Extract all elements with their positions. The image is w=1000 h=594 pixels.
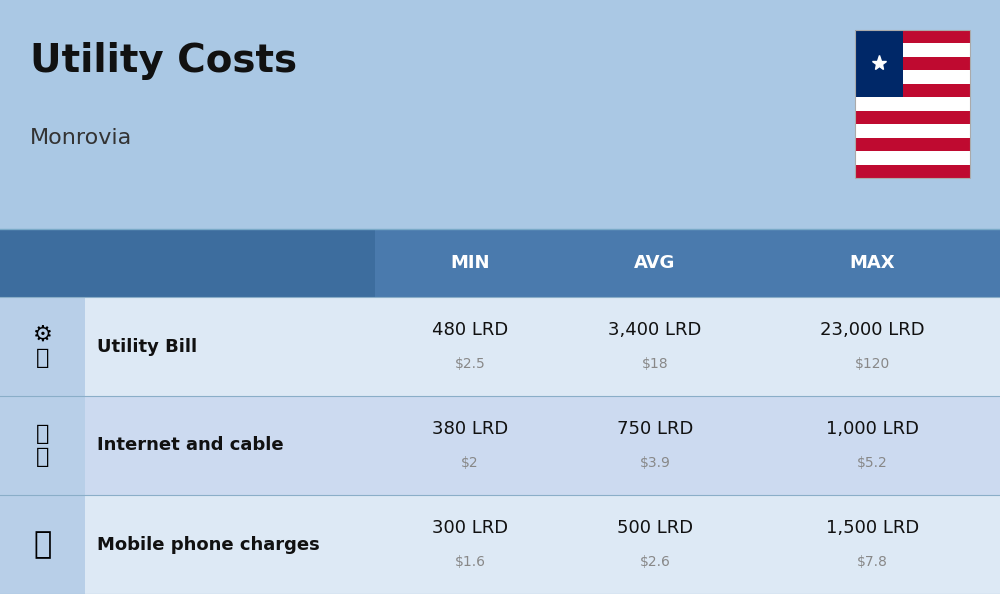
Bar [85, 495, 1000, 594]
Bar [0, 396, 85, 495]
Text: $7.8: $7.8 [857, 555, 888, 569]
Text: MIN: MIN [450, 254, 490, 272]
Bar [0, 229, 1000, 297]
Text: 📱: 📱 [33, 530, 52, 559]
Text: $2.6: $2.6 [640, 555, 670, 569]
Text: Utility Costs: Utility Costs [30, 42, 297, 80]
Bar [855, 43, 970, 56]
Bar [855, 30, 970, 178]
Bar [0, 229, 85, 297]
Text: 3,400 LRD: 3,400 LRD [608, 321, 702, 339]
Text: $2.5: $2.5 [455, 358, 485, 371]
Bar [855, 110, 970, 124]
Text: Utility Bill: Utility Bill [97, 337, 197, 355]
Text: Mobile phone charges: Mobile phone charges [97, 536, 320, 554]
Bar [855, 56, 970, 70]
Bar [855, 70, 970, 84]
Text: 300 LRD: 300 LRD [432, 519, 508, 537]
Text: 1,500 LRD: 1,500 LRD [826, 519, 919, 537]
Text: MAX: MAX [850, 254, 895, 272]
Bar [85, 229, 375, 297]
Text: ⚙
🔌: ⚙ 🔌 [32, 325, 52, 368]
Text: 750 LRD: 750 LRD [617, 420, 693, 438]
Text: 500 LRD: 500 LRD [617, 519, 693, 537]
Bar [855, 165, 970, 178]
Bar [85, 396, 1000, 495]
Bar [855, 30, 903, 97]
Bar [855, 138, 970, 151]
Text: 1,000 LRD: 1,000 LRD [826, 420, 919, 438]
Text: 23,000 LRD: 23,000 LRD [820, 321, 925, 339]
Bar [0, 297, 85, 396]
Bar [855, 84, 970, 97]
Bar [855, 151, 970, 165]
Bar [855, 124, 970, 138]
Bar [85, 297, 1000, 396]
Text: 📶
🖥: 📶 🖥 [36, 424, 49, 467]
Text: AVG: AVG [634, 254, 676, 272]
Bar [855, 97, 970, 110]
Text: 480 LRD: 480 LRD [432, 321, 508, 339]
Text: $1.6: $1.6 [454, 555, 486, 569]
Text: $18: $18 [642, 358, 668, 371]
Text: 380 LRD: 380 LRD [432, 420, 508, 438]
Bar [855, 30, 970, 43]
Text: $5.2: $5.2 [857, 456, 888, 470]
Text: $2: $2 [461, 456, 479, 470]
Text: $120: $120 [855, 358, 890, 371]
Text: $3.9: $3.9 [640, 456, 670, 470]
Text: Monrovia: Monrovia [30, 128, 132, 148]
Bar [0, 495, 85, 594]
Text: Internet and cable: Internet and cable [97, 437, 284, 454]
